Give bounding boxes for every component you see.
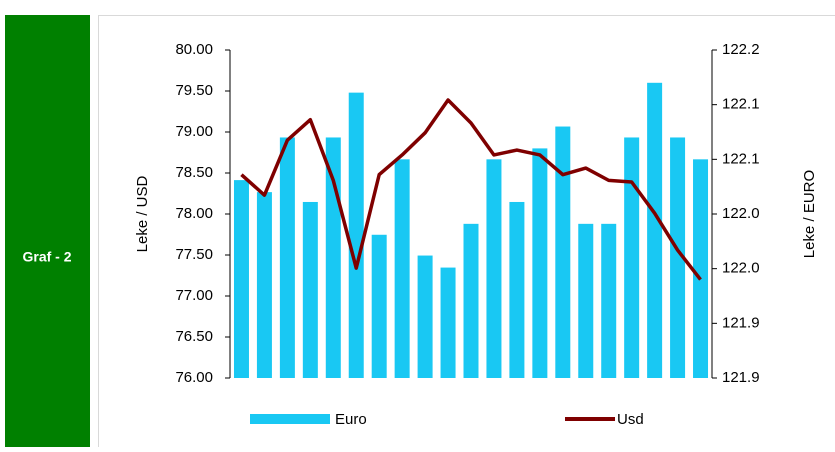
legend-label: Euro	[335, 411, 367, 428]
legend-swatch	[250, 414, 330, 424]
bar	[326, 137, 341, 378]
y-axis-label: Leke / USD	[134, 175, 151, 252]
bar	[257, 192, 272, 378]
y-tick-label: 78.00	[175, 205, 213, 222]
bar	[624, 137, 639, 378]
bar	[532, 148, 547, 378]
bar	[418, 256, 433, 378]
bar	[601, 224, 616, 378]
sidebar-label: Graf - 2	[22, 249, 71, 265]
bar	[464, 224, 479, 378]
y2-axis-label: Leke / EURO	[801, 170, 818, 258]
bar	[441, 268, 456, 378]
y2-tick-label: 122.0	[722, 260, 760, 277]
bar	[303, 202, 318, 378]
bar	[647, 83, 662, 378]
y2-tick-label: 122.2	[722, 41, 760, 58]
bar	[555, 127, 570, 378]
legend-label: Usd	[617, 411, 644, 428]
bar	[234, 180, 249, 378]
bar	[372, 235, 387, 378]
bar	[509, 202, 524, 378]
y-tick-label: 76.00	[175, 369, 213, 386]
y-tick-label: 80.00	[175, 41, 213, 58]
y-tick-label: 77.00	[175, 287, 213, 304]
bar	[349, 93, 364, 378]
bar	[280, 137, 295, 378]
y2-tick-label: 121.9	[722, 369, 760, 386]
y-tick-label: 79.50	[175, 82, 213, 99]
bar	[395, 159, 410, 378]
y-tick-label: 78.50	[175, 164, 213, 181]
bar	[486, 159, 501, 378]
y2-tick-label: 122.1	[722, 96, 760, 113]
y2-tick-label: 121.9	[722, 314, 760, 331]
y2-tick-label: 122.0	[722, 205, 760, 222]
y-tick-label: 77.50	[175, 246, 213, 263]
bar	[693, 159, 708, 378]
sidebar	[5, 15, 90, 447]
y2-tick-label: 122.1	[722, 150, 760, 167]
bar	[578, 224, 593, 378]
y-tick-label: 79.00	[175, 123, 213, 140]
y-tick-label: 76.50	[175, 328, 213, 345]
